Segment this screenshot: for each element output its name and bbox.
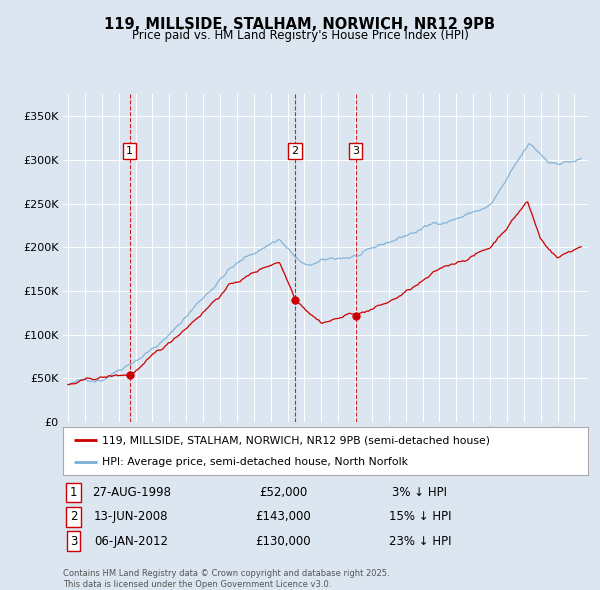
Text: HPI: Average price, semi-detached house, North Norfolk: HPI: Average price, semi-detached house,… — [103, 457, 409, 467]
Text: 1: 1 — [70, 486, 77, 499]
Text: 2: 2 — [292, 146, 299, 156]
Text: 119, MILLSIDE, STALHAM, NORWICH, NR12 9PB: 119, MILLSIDE, STALHAM, NORWICH, NR12 9P… — [104, 17, 496, 31]
Text: 13-JUN-2008: 13-JUN-2008 — [94, 510, 169, 523]
Text: Contains HM Land Registry data © Crown copyright and database right 2025.
This d: Contains HM Land Registry data © Crown c… — [63, 569, 389, 589]
Text: Price paid vs. HM Land Registry's House Price Index (HPI): Price paid vs. HM Land Registry's House … — [131, 30, 469, 42]
Text: 23% ↓ HPI: 23% ↓ HPI — [389, 535, 451, 548]
Text: 3: 3 — [352, 146, 359, 156]
Text: 3: 3 — [70, 535, 77, 548]
Text: 15% ↓ HPI: 15% ↓ HPI — [389, 510, 451, 523]
Text: 119, MILLSIDE, STALHAM, NORWICH, NR12 9PB (semi-detached house): 119, MILLSIDE, STALHAM, NORWICH, NR12 9P… — [103, 435, 490, 445]
Text: 3% ↓ HPI: 3% ↓ HPI — [392, 486, 448, 499]
Text: £130,000: £130,000 — [256, 535, 311, 548]
Text: 1: 1 — [126, 146, 133, 156]
Text: 27-AUG-1998: 27-AUG-1998 — [92, 486, 171, 499]
Text: £52,000: £52,000 — [259, 486, 308, 499]
Text: £143,000: £143,000 — [256, 510, 311, 523]
Text: 2: 2 — [70, 510, 77, 523]
Text: 06-JAN-2012: 06-JAN-2012 — [94, 535, 168, 548]
